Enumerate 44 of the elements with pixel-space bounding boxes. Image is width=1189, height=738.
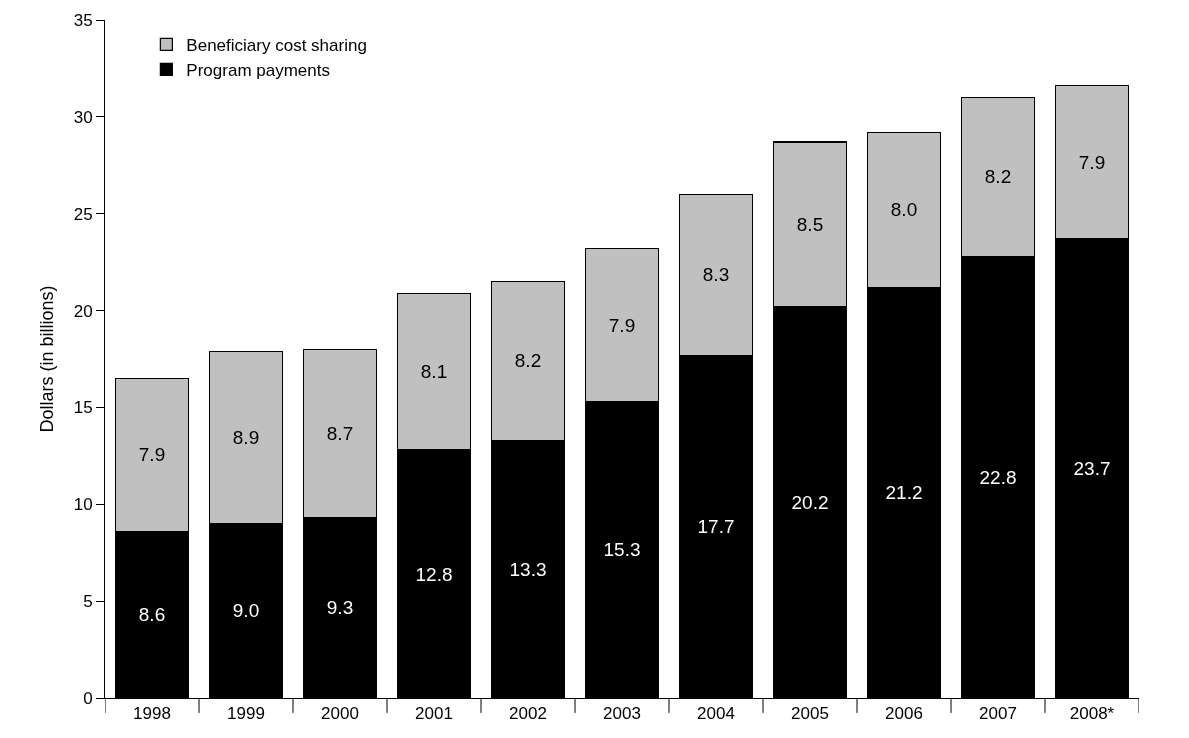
data-label: 7.9 [608, 314, 636, 336]
x-tick-label: 1998 [133, 704, 171, 724]
x-tick-label: 2001 [415, 704, 453, 724]
data-label: 9.0 [232, 600, 260, 622]
y-tick-label: 35 [73, 10, 93, 30]
x-tick-label: 1999 [227, 704, 265, 724]
data-label: 8.5 [796, 213, 824, 235]
data-label: 8.9 [232, 426, 260, 448]
data-label: 8.6 [138, 604, 166, 626]
data-label: 7.9 [1078, 151, 1106, 173]
data-label: 22.8 [979, 466, 1017, 488]
x-tick-label: 2004 [697, 704, 735, 724]
y-tick-label: 20 [73, 301, 93, 321]
data-label: 13.3 [509, 558, 547, 580]
data-label: 15.3 [603, 539, 641, 561]
x-tick-label: 2005 [791, 704, 829, 724]
y-axis-title: Dollars (in billions) [36, 285, 57, 433]
data-label: 17.7 [697, 516, 735, 538]
y-tick-label: 25 [73, 204, 93, 224]
data-label: 23.7 [1073, 457, 1111, 479]
legend-label: Program payments [186, 61, 330, 81]
y-tick-label: 10 [73, 495, 93, 515]
x-tick-label: 2006 [885, 704, 923, 724]
legend-label: Beneficiary cost sharing [186, 35, 367, 55]
x-tick-label: 2000 [321, 704, 359, 724]
y-tick-label: 5 [83, 592, 93, 612]
data-label: 8.0 [890, 199, 918, 221]
x-tick-label: 2008* [1069, 704, 1115, 724]
x-tick-label: 2003 [603, 704, 641, 724]
data-label: 21.2 [885, 482, 923, 504]
x-tick-label: 2007 [979, 704, 1017, 724]
y-tick-label: 15 [73, 398, 93, 418]
y-tick-label: 0 [83, 688, 93, 708]
data-label: 8.2 [514, 350, 542, 372]
data-label: 8.3 [702, 264, 730, 286]
data-label: 8.2 [984, 166, 1012, 188]
data-label: 12.8 [415, 563, 453, 585]
data-label: 20.2 [791, 491, 829, 513]
data-label: 9.3 [326, 597, 354, 619]
data-label: 8.1 [420, 361, 448, 383]
y-tick-label: 30 [73, 107, 93, 127]
x-tick-label: 2002 [509, 704, 547, 724]
data-label: 7.9 [138, 444, 166, 466]
data-label: 8.7 [326, 423, 354, 445]
